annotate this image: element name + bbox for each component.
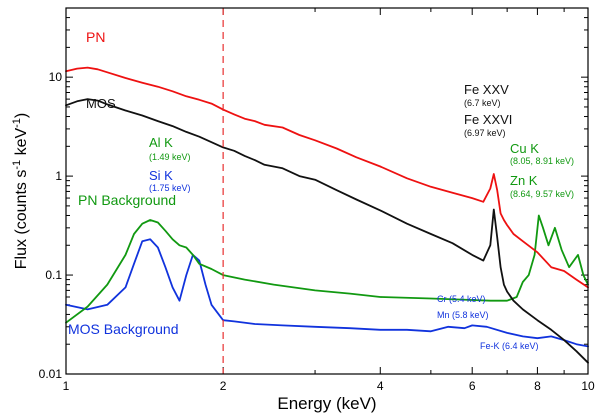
annot-fexxv: Fe XXV: [464, 82, 509, 97]
series-mos: [65, 98, 589, 364]
annot-mn: Mn (5.8 keV): [437, 310, 489, 320]
x-tick-label: 10: [581, 379, 595, 393]
annot-sik: Si K: [149, 168, 173, 183]
y-tick-label: 0.01: [39, 367, 63, 381]
x-tick-label: 2: [220, 379, 227, 393]
x-tick-label: 6: [469, 379, 476, 393]
x-tick-label: 1: [63, 379, 70, 393]
annot-znk-energy: (8.64, 9.57 keV): [510, 189, 574, 199]
annot-znk: Zn K: [510, 173, 538, 188]
x-axis-title: Energy (keV): [277, 394, 376, 413]
annot-alk-energy: (1.49 keV): [149, 152, 191, 162]
tick-labels: 1 2 4 6 8 10 0.01 0.1 1 10: [39, 70, 595, 393]
y-axis-title: Flux (counts s-1 keV-1): [11, 113, 30, 270]
plot-frame: [65, 7, 589, 375]
label-pn: PN: [86, 29, 105, 45]
series-pn: [65, 66, 589, 289]
x-tick-label: 8: [534, 379, 541, 393]
label-mos-background: MOS Background: [68, 321, 179, 337]
x-tick-label: 4: [377, 379, 384, 393]
annot-fexxvi-energy: (6.97 keV): [464, 128, 506, 138]
series-mos-background: [65, 238, 589, 348]
annot-fexxvi: Fe XXVI: [464, 112, 512, 127]
annot-fexxv-energy: (6.7 keV): [464, 98, 501, 108]
y-tick-label: 0.1: [45, 268, 62, 282]
annot-cr: Cr (5.4 keV): [437, 294, 486, 304]
series-pn-background: [65, 214, 589, 324]
label-pn-background: PN Background: [78, 192, 176, 208]
y-tick-label: 1: [55, 169, 62, 183]
annot-fek: Fe-K (6.4 keV): [480, 341, 539, 351]
annot-sik-energy: (1.75 keV): [149, 183, 191, 193]
label-mos: MOS: [86, 96, 116, 111]
annot-cuk: Cu K: [510, 141, 539, 156]
annot-alk: Al K: [149, 135, 173, 150]
series-layer: [65, 66, 589, 364]
y-tick-label: 10: [49, 70, 63, 84]
annot-cuk-energy: (8.05, 8.91 keV): [510, 156, 574, 166]
